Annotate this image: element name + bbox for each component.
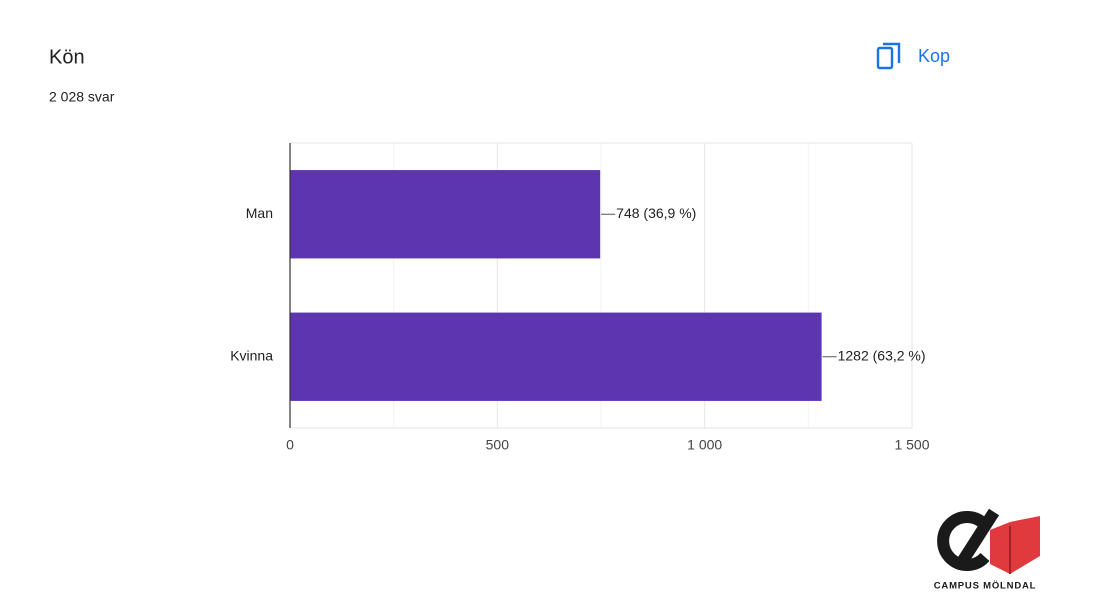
chart-title: Kön (49, 46, 85, 68)
x-tick-label: 1 000 (687, 437, 722, 453)
chart-subtitle: 2 028 svar (49, 89, 115, 105)
copy-icon (883, 42, 901, 63)
plot-area: 0 500 1 000 1 500 Man 748 (36,9 %) Kvinna 1282 … (230, 142, 930, 453)
x-tick-label: 0 (286, 437, 294, 453)
copy-label: Kop (918, 46, 950, 66)
value-label: 1282 (63,2 %) (838, 347, 926, 363)
logo-slash (956, 508, 1000, 566)
copy-icon (876, 46, 894, 70)
logo: CAMPUS MÖLNDAL (934, 508, 1040, 592)
y-tick-label: Man (246, 205, 273, 221)
logo-text: CAMPUS MÖLNDAL (934, 581, 1037, 592)
logo-book (990, 516, 1040, 574)
x-tick-label: 1 500 (894, 437, 929, 453)
y-tick-label: Kvinna (230, 347, 273, 363)
copy-button[interactable]: Kop (876, 42, 950, 70)
bar (290, 170, 601, 259)
value-label: 748 (36,9 %) (616, 205, 696, 221)
logo-c (937, 511, 990, 571)
copy-label-clip: Kop (918, 46, 950, 66)
x-tick-label: 500 (486, 437, 510, 453)
bar (290, 312, 822, 401)
